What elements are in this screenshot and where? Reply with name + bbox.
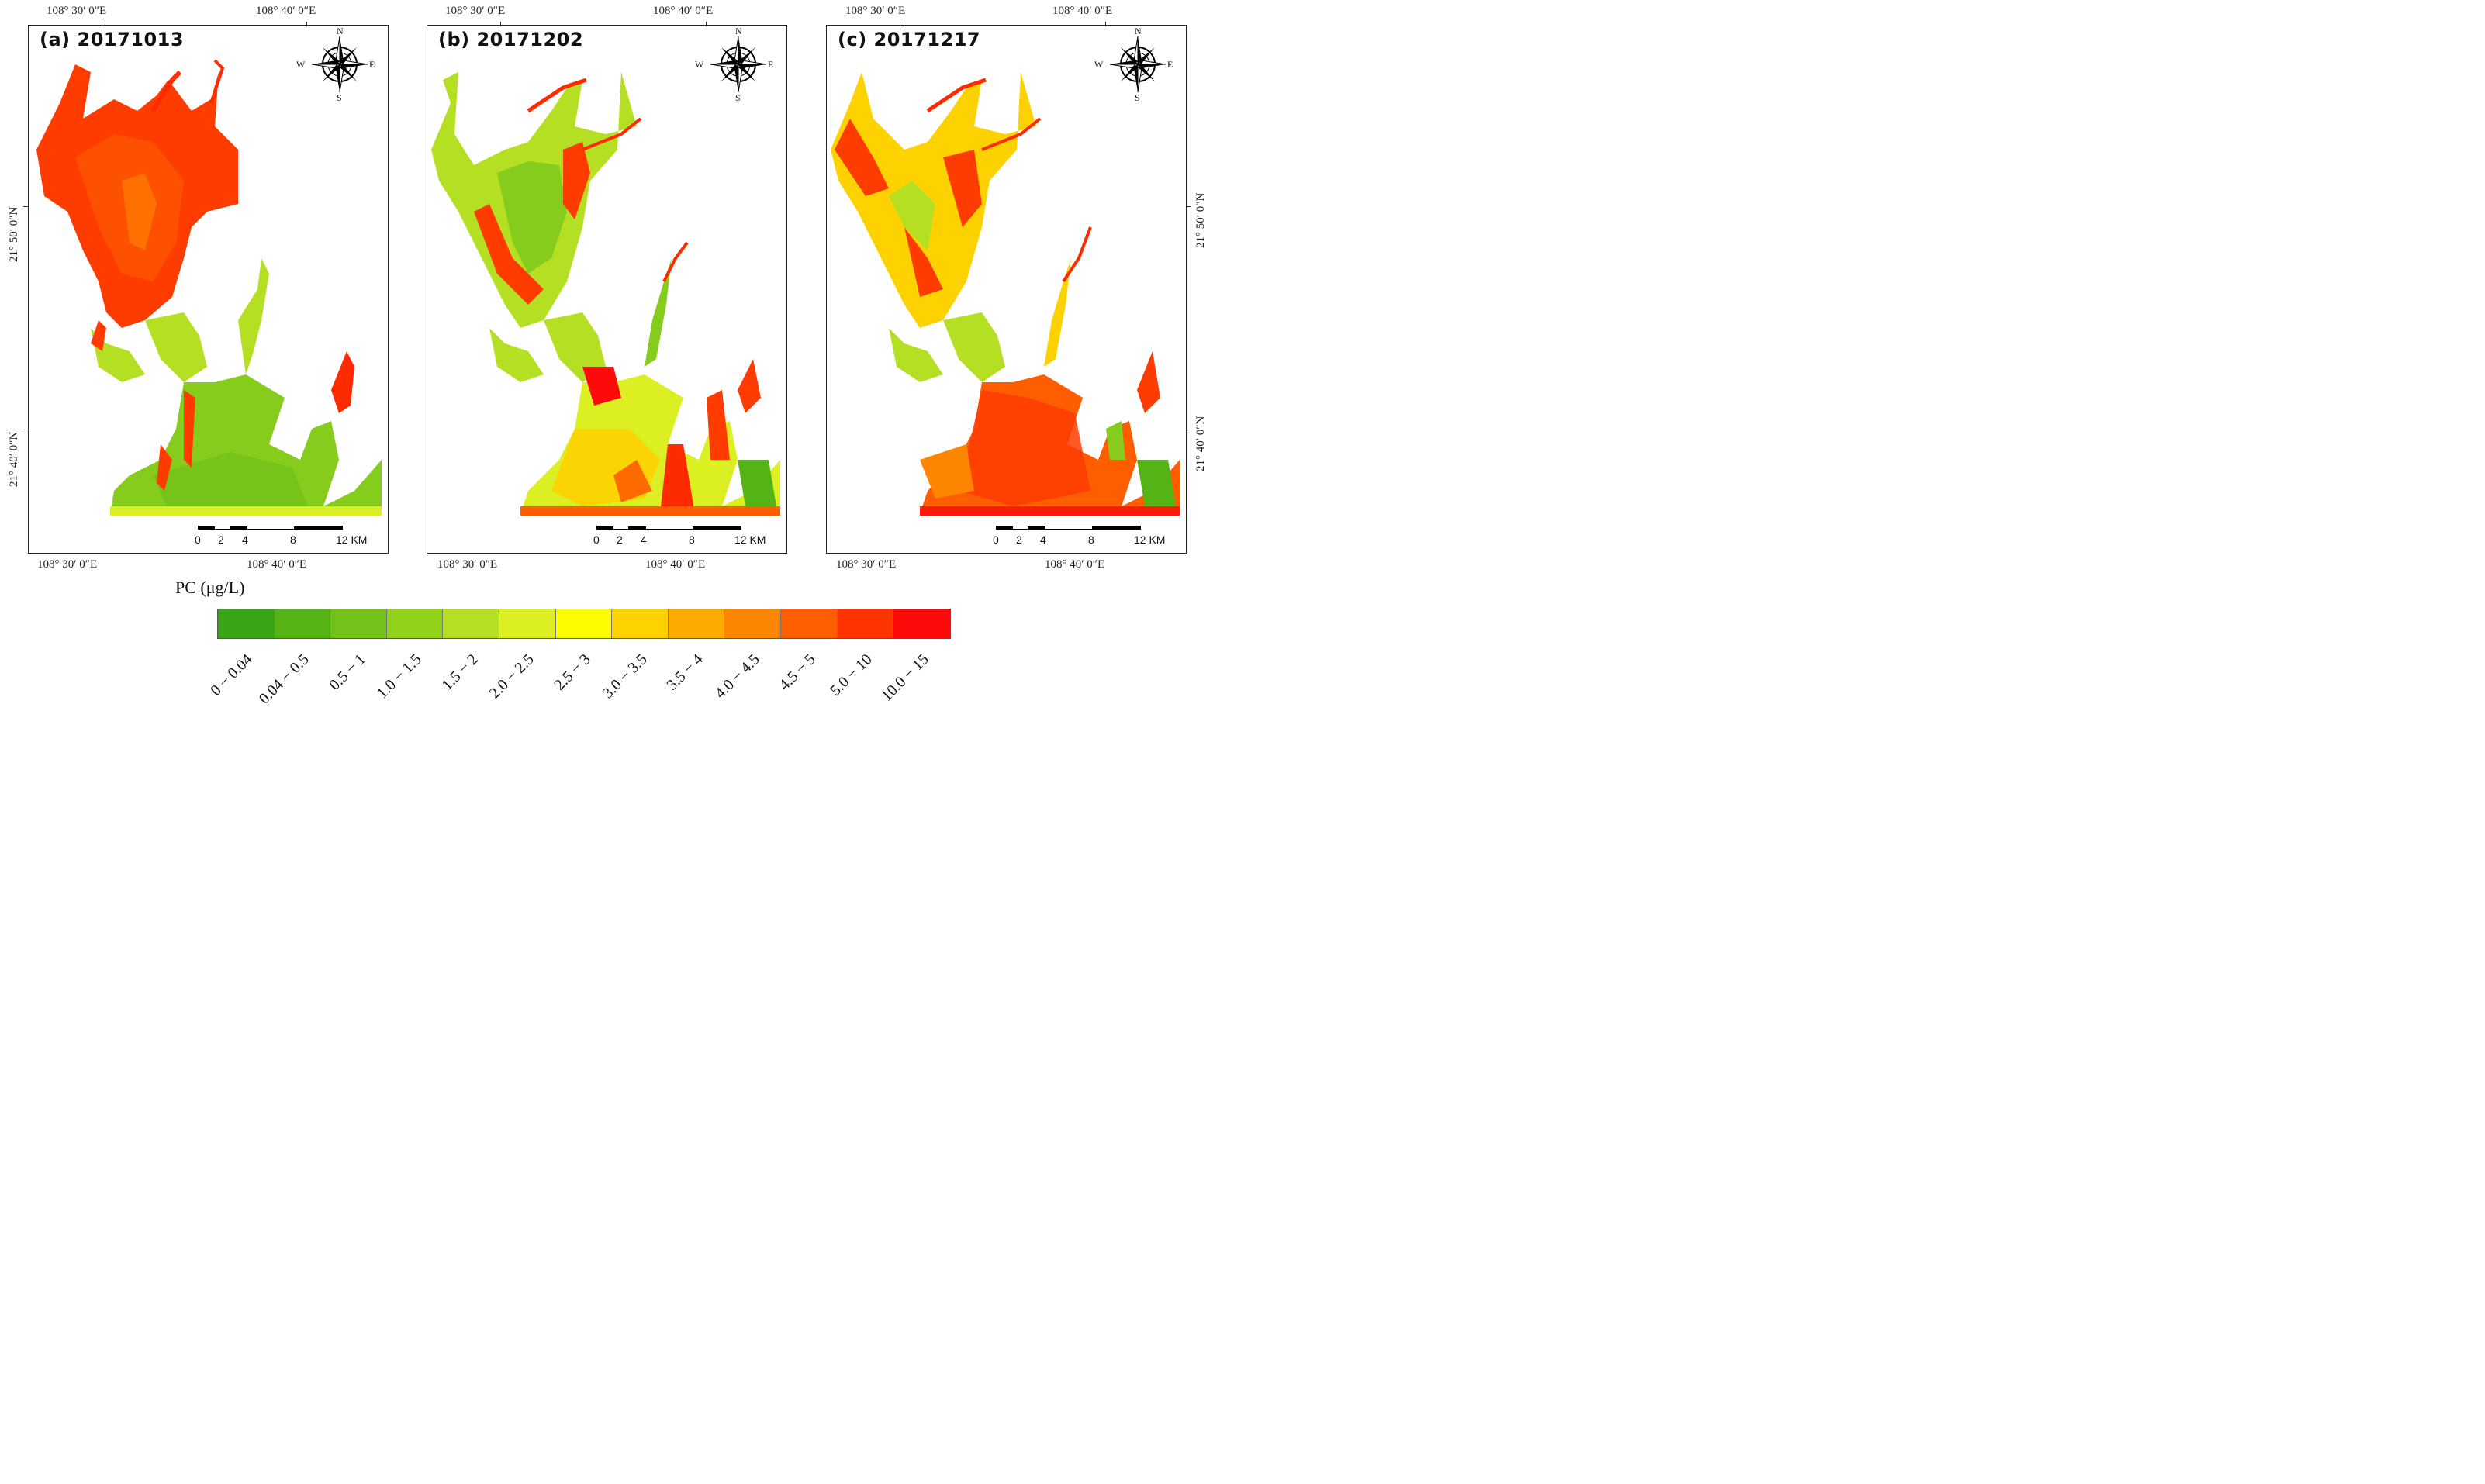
lon-label-bottom: 108° 30′ 0″E xyxy=(437,558,498,571)
compass-e: E xyxy=(768,59,774,70)
scale-label: 0 xyxy=(993,533,999,546)
lon-label-top: 108° 40′ 0″E xyxy=(653,5,714,17)
lat-label-left: 21° 50′ 0″N xyxy=(8,206,20,262)
scale-label: 4 xyxy=(641,533,647,546)
graticule-tick xyxy=(1187,206,1191,207)
graticule-tick xyxy=(500,22,501,26)
lon-label-top: 108° 40′ 0″E xyxy=(256,5,316,17)
legend-label: 0.04 − 0.5 xyxy=(255,651,313,708)
compass-w: W xyxy=(1094,59,1104,70)
lat-label-left: 21° 40′ 0″N xyxy=(8,431,20,487)
lon-label-bottom: 108° 40′ 0″E xyxy=(1045,558,1105,571)
panel-title: (b) 20171202 xyxy=(438,29,584,50)
scale-label: 12 KM xyxy=(734,533,766,546)
graticule-tick xyxy=(1105,22,1106,26)
scale-label: 4 xyxy=(242,533,248,546)
lon-label-top: 108° 40′ 0″E xyxy=(1052,5,1113,17)
legend-swatch xyxy=(668,609,725,638)
map-panel-a: (a) 20171013 N S E W 0 2 4 8 12 KM xyxy=(28,25,389,554)
legend-label: 0.5 − 1 xyxy=(325,651,369,694)
scale-label: 2 xyxy=(1016,533,1022,546)
compass-n: N xyxy=(735,26,742,36)
lon-label-bottom: 108° 40′ 0″E xyxy=(645,558,706,571)
legend-label: 2.0 − 2.5 xyxy=(486,651,538,702)
color-legend xyxy=(217,609,951,639)
scale-label: 4 xyxy=(1040,533,1046,546)
legend-title: PC (μg/L) xyxy=(175,578,245,597)
lon-label-bottom: 108° 30′ 0″E xyxy=(37,558,98,571)
compass-w: W xyxy=(695,59,704,70)
scale-label: 12 KM xyxy=(1134,533,1166,546)
legend-swatch xyxy=(893,609,950,638)
compass-rose: N S E W xyxy=(1094,26,1175,103)
scale-bar: 0 2 4 8 12 KM xyxy=(593,526,783,549)
legend-label: 2.5 − 3 xyxy=(551,651,594,694)
graticule-tick xyxy=(306,22,307,26)
legend-swatch xyxy=(555,609,613,638)
scale-label: 8 xyxy=(689,533,695,546)
compass-e: E xyxy=(369,59,375,70)
compass-icon xyxy=(311,36,368,93)
legend-swatch xyxy=(330,609,387,638)
lon-label-bottom: 108° 30′ 0″E xyxy=(836,558,897,571)
legend-swatch xyxy=(443,609,499,638)
lon-label-bottom: 108° 40′ 0″E xyxy=(247,558,307,571)
lon-label-top: 108° 30′ 0″E xyxy=(445,5,506,17)
legend-swatch xyxy=(780,609,838,638)
legend-swatch xyxy=(218,609,275,638)
legend-label: 3.5 − 4 xyxy=(663,651,707,694)
scale-label: 0 xyxy=(593,533,600,546)
scale-label: 12 KM xyxy=(336,533,368,546)
legend-label: 4.5 − 5 xyxy=(776,651,820,694)
legend-label: 4.0 − 4.5 xyxy=(711,651,763,702)
lat-label-right: 21° 50′ 0″N xyxy=(1194,192,1207,248)
panel-title: (c) 20171217 xyxy=(838,29,981,50)
legend-swatch xyxy=(837,609,894,638)
legend-label: 1.0 − 1.5 xyxy=(373,651,425,702)
map-panel-c: (c) 20171217 N S E W 0 2 4 8 12 KM xyxy=(826,25,1187,554)
map-raster xyxy=(431,72,780,516)
compass-rose: N S E W xyxy=(296,26,377,103)
scale-label: 8 xyxy=(1088,533,1094,546)
graticule-tick xyxy=(23,206,28,207)
scale-label: 8 xyxy=(290,533,296,546)
panel-title: (a) 20171013 xyxy=(40,29,185,50)
compass-n: N xyxy=(1135,26,1142,36)
compass-w: W xyxy=(296,59,306,70)
legend-label: 1.5 − 2 xyxy=(438,651,482,694)
legend-swatch xyxy=(612,609,669,638)
legend-label: 10.0 − 15 xyxy=(877,651,932,705)
map-raster xyxy=(36,59,382,516)
lon-label-top: 108° 30′ 0″E xyxy=(47,5,107,17)
map-panel-b: (b) 20171202 N S E W 0 2 4 8 12 KM xyxy=(427,25,787,554)
legend-label: 3.0 − 3.5 xyxy=(599,651,651,702)
legend-swatch xyxy=(386,609,444,638)
legend-swatch xyxy=(274,609,331,638)
compass-e: E xyxy=(1167,59,1173,70)
legend-label: 5.0 − 10 xyxy=(827,651,876,699)
map-raster xyxy=(831,72,1180,516)
legend-swatch xyxy=(499,609,556,638)
legend-label: 0 − 0.04 xyxy=(207,651,257,699)
scale-bar: 0 2 4 8 12 KM xyxy=(993,526,1182,549)
compass-s: S xyxy=(735,92,741,103)
scale-label: 2 xyxy=(218,533,224,546)
compass-icon xyxy=(710,36,767,93)
legend-swatch xyxy=(724,609,781,638)
compass-n: N xyxy=(337,26,344,36)
scale-label: 2 xyxy=(617,533,623,546)
compass-s: S xyxy=(337,92,342,103)
lat-label-right: 21° 40′ 0″N xyxy=(1194,416,1207,471)
compass-icon xyxy=(1109,36,1166,93)
scale-bar: 0 2 4 8 12 KM xyxy=(195,526,384,549)
lon-label-top: 108° 30′ 0″E xyxy=(845,5,906,17)
scale-label: 0 xyxy=(195,533,201,546)
compass-s: S xyxy=(1135,92,1140,103)
compass-rose: N S E W xyxy=(695,26,776,103)
graticule-tick xyxy=(706,22,707,26)
